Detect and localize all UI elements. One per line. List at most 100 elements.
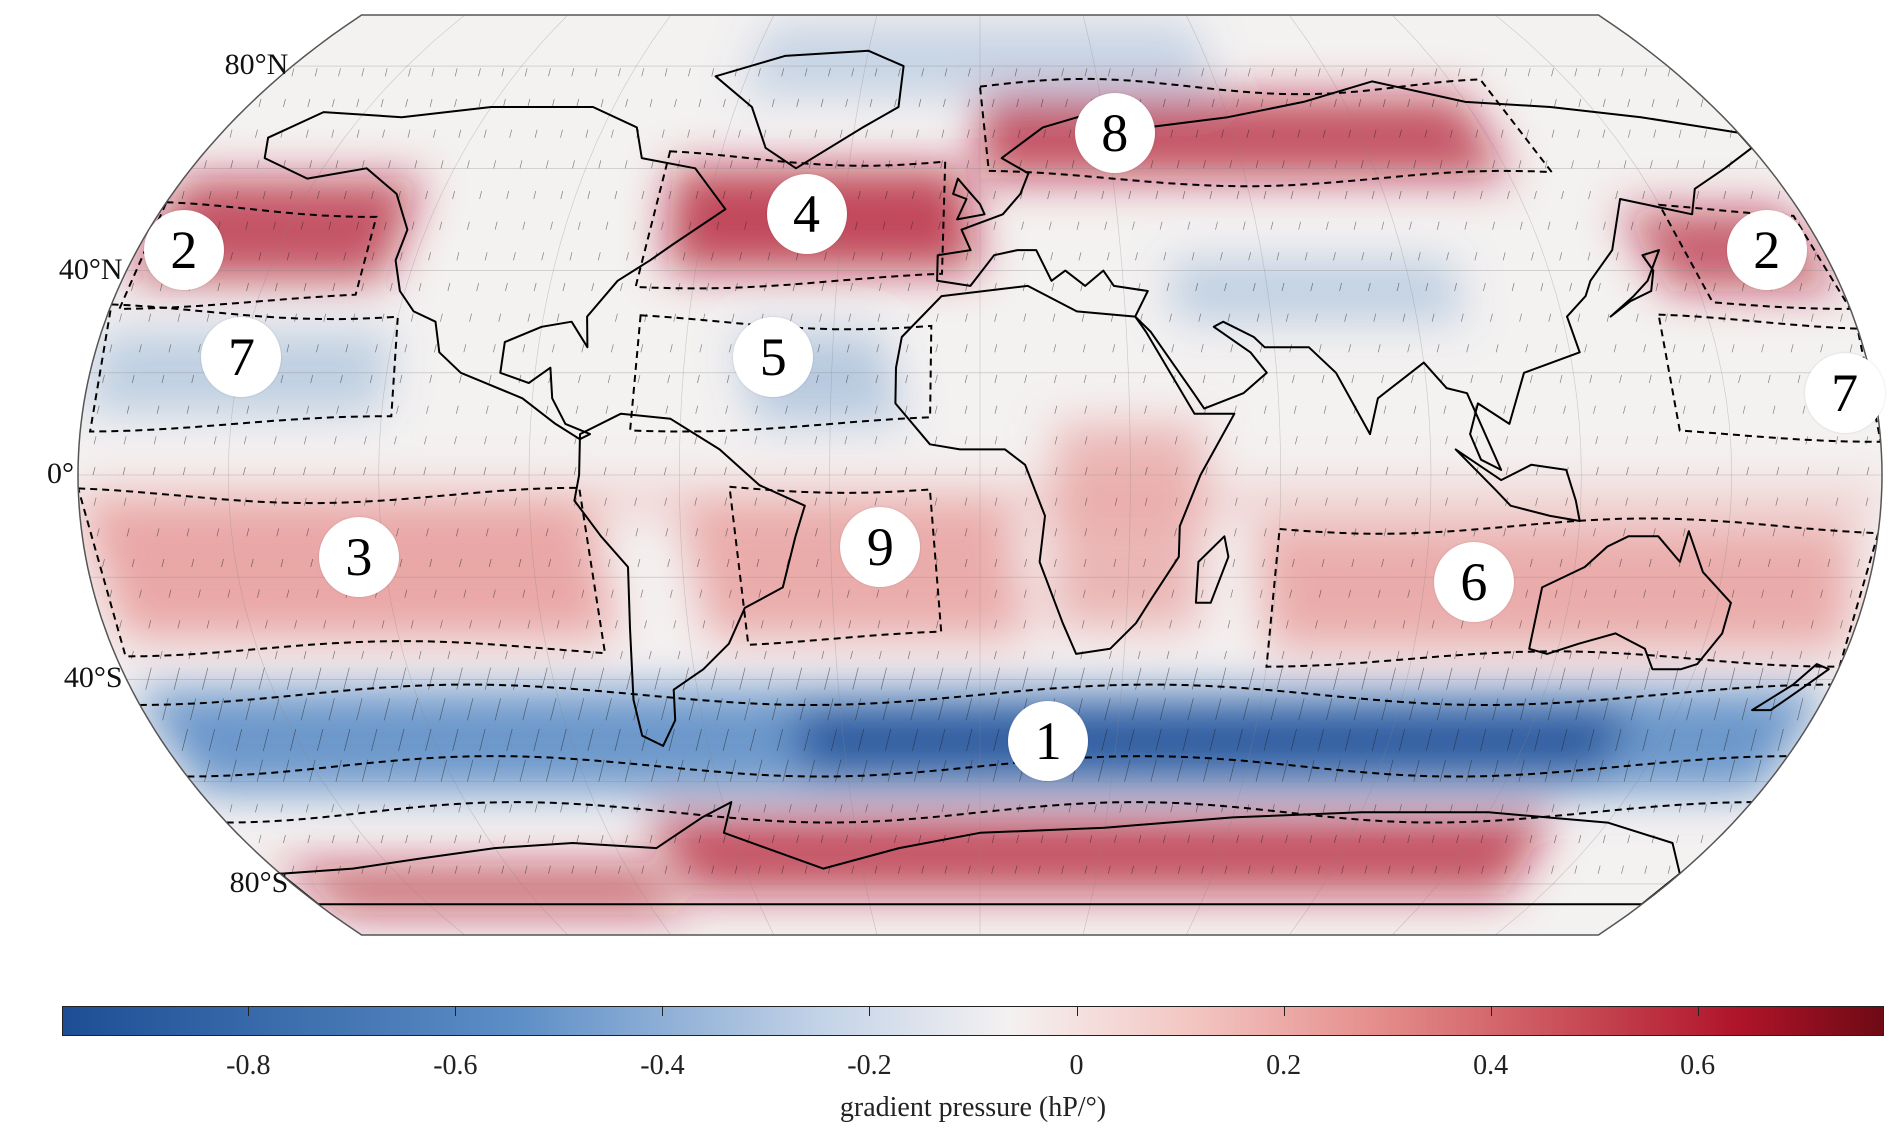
arrow-mark [1781, 313, 1785, 322]
arrow-mark [852, 667, 859, 690]
arrow-mark [414, 759, 421, 782]
arrow-mark [763, 129, 767, 138]
arrow-mark [1084, 466, 1088, 476]
arrow-mark [331, 804, 335, 813]
arrow-mark [1054, 374, 1057, 384]
arrow-mark [1389, 252, 1393, 261]
arrow-mark [1410, 374, 1414, 384]
arrow-mark [1176, 160, 1180, 169]
arrow-mark [1799, 282, 1803, 292]
arrow-mark [1144, 497, 1148, 506]
arrow-mark [1548, 313, 1552, 322]
arrow-mark [758, 589, 762, 598]
contour-region-8 [978, 77, 1554, 188]
arrow-mark [527, 620, 531, 629]
arrow-mark [1533, 528, 1536, 537]
arrow-mark [835, 160, 838, 169]
arrow-mark [1577, 313, 1581, 322]
arrow-mark [338, 68, 341, 77]
arrow-mark [246, 650, 249, 660]
arrow-mark [1201, 68, 1204, 77]
arrow-mark [1177, 865, 1181, 874]
arrow-mark [1195, 804, 1199, 813]
arrow-mark [396, 405, 399, 414]
arrow-mark [514, 436, 517, 445]
arrow-mark [1104, 221, 1108, 230]
arrow-mark [1531, 667, 1538, 690]
arrow-mark [1767, 558, 1771, 568]
arrow-mark [1750, 728, 1757, 752]
arrow-mark [286, 252, 290, 261]
arrow-mark [682, 252, 686, 261]
arrow-mark [1806, 466, 1810, 476]
region-marker: 2 [143, 210, 224, 291]
arrow-mark [1364, 68, 1368, 77]
arrow-mark [651, 160, 654, 169]
contour-region-9 [728, 485, 943, 646]
arrow-mark [1344, 620, 1347, 629]
arrow-mark [1554, 589, 1558, 598]
arrow-mark [904, 405, 908, 414]
arrow-mark [498, 313, 502, 322]
arrow-mark [1281, 759, 1289, 782]
arrow-mark [1481, 68, 1484, 77]
arrow-mark [598, 160, 602, 169]
arrow-mark [1559, 558, 1563, 568]
arrow-mark [1371, 728, 1379, 752]
arrow-mark [1849, 589, 1853, 598]
arrow-mark [1024, 497, 1028, 506]
arrow-mark [1615, 252, 1619, 261]
arrow-mark [375, 344, 378, 353]
arrow-mark [878, 282, 882, 292]
arrow-mark [1686, 698, 1693, 721]
arrow-mark [303, 650, 307, 660]
arrow-mark [1236, 98, 1239, 108]
arrow-mark [1024, 405, 1028, 414]
arrow-mark [1112, 344, 1116, 353]
arrow-mark [485, 405, 489, 414]
arrow-mark [1367, 650, 1371, 660]
arrow-mark [728, 589, 732, 598]
arrow-mark [1083, 558, 1087, 568]
arrow-mark [1702, 160, 1706, 169]
arrow-mark [153, 497, 157, 506]
arrow-mark [788, 129, 792, 138]
arrow-mark [722, 190, 726, 200]
region-marker: 7 [201, 317, 282, 398]
arrow-mark [992, 759, 999, 782]
arrow-mark [1415, 497, 1418, 506]
arrow-mark [1068, 804, 1072, 813]
arrow-mark [1417, 252, 1421, 261]
arrow-mark [1054, 436, 1058, 445]
arrow-mark [1017, 129, 1021, 138]
arrow-mark [1658, 221, 1662, 230]
arrow-mark [614, 190, 618, 200]
arrow-mark [1211, 834, 1215, 844]
arrow-mark [1648, 374, 1652, 384]
arrow-mark [414, 160, 418, 169]
arrow-mark [1387, 759, 1394, 782]
arrow-mark [767, 667, 774, 690]
arrow-mark [814, 497, 818, 506]
arrow-mark [964, 436, 968, 445]
arrow-mark [314, 865, 318, 874]
meridian-line [1185, 15, 1281, 935]
arrow-mark [1191, 667, 1198, 690]
arrow-mark [1132, 698, 1139, 721]
arrow-mark [1436, 698, 1444, 721]
arrow-mark [1436, 344, 1440, 353]
arrow-mark [1862, 528, 1866, 537]
arrow-mark [1107, 68, 1111, 77]
arrow-mark [454, 834, 457, 844]
arrow-mark [607, 374, 611, 384]
coastline-madagascar [1194, 535, 1230, 604]
map-canvas [77, 14, 1883, 936]
arrow-mark [1676, 98, 1679, 108]
arrow-mark [562, 282, 566, 292]
arrow-mark [839, 804, 843, 813]
arrow-mark [1051, 282, 1055, 292]
arrow-mark [1615, 190, 1618, 200]
arrow-mark [1574, 68, 1578, 77]
arrow-mark [1016, 98, 1020, 108]
arrow-mark [1163, 667, 1170, 690]
